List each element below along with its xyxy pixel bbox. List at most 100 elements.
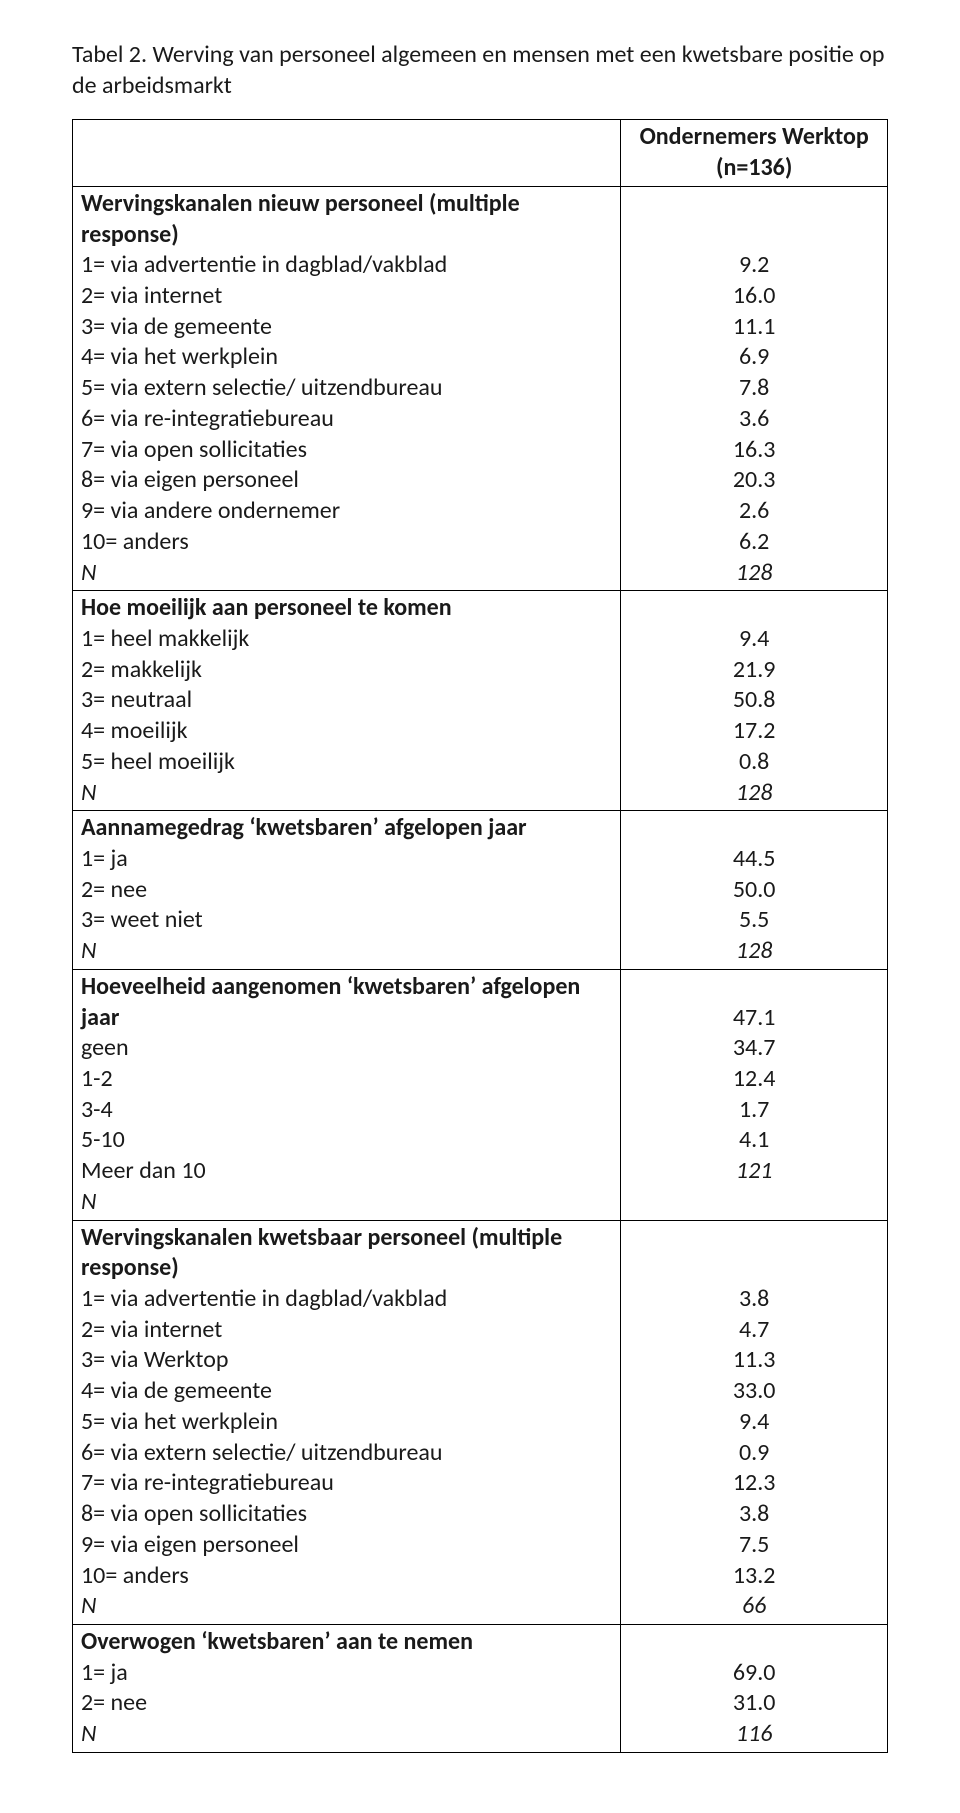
section-head: Wervingskanalen kwetsbaar personeel (mul… [81, 1223, 612, 1284]
row-value: 12.3 [629, 1468, 879, 1499]
row-value: 31.0 [629, 1688, 879, 1719]
row-label: 3= via de gemeente [81, 312, 612, 343]
row-label: 9= via eigen personeel [81, 1530, 612, 1561]
blank-line [629, 1627, 879, 1658]
section-left-cell: Hoe moeilijk aan personeel te komen1= he… [73, 591, 621, 811]
row-value: 21.9 [629, 655, 879, 686]
row-value: 16.3 [629, 435, 879, 466]
row-label: geen [81, 1033, 612, 1064]
table-header-row: Ondernemers Werktop (n=136) [73, 120, 888, 186]
row-label: 2= via internet [81, 1315, 612, 1346]
row-label: 10= anders [81, 527, 612, 558]
table-row: Hoe moeilijk aan personeel te komen1= he… [73, 591, 888, 811]
row-label: 9= via andere ondernemer [81, 496, 612, 527]
section-left-cell: Hoeveelheid aangenomen ‘kwetsbaren’ afge… [73, 969, 621, 1220]
row-label: N [81, 778, 612, 809]
blank-line [629, 813, 879, 844]
section-left-cell: Wervingskanalen kwetsbaar personeel (mul… [73, 1220, 621, 1624]
document-page: Tabel 2. Werving van personeel algemeen … [0, 0, 960, 1813]
table-row: Wervingskanalen nieuw personeel (multipl… [73, 186, 888, 590]
section-left-cell: Wervingskanalen nieuw personeel (multipl… [73, 186, 621, 590]
row-value: 13.2 [629, 1561, 879, 1592]
row-label: N [81, 936, 612, 967]
section-left-cell: Aannamegedrag ‘kwetsbaren’ afgelopen jaa… [73, 811, 621, 970]
table-row: Overwogen ‘kwetsbaren’ aan te nemen1= ja… [73, 1624, 888, 1752]
data-table: Ondernemers Werktop (n=136) Wervingskana… [72, 119, 888, 1752]
section-head: Aannamegedrag ‘kwetsbaren’ afgelopen jaa… [81, 813, 612, 844]
row-label: Meer dan 10 [81, 1156, 612, 1187]
row-value: 9.2 [629, 250, 879, 281]
row-value: 121 [629, 1156, 879, 1187]
row-value: 9.4 [629, 1407, 879, 1438]
row-value: 3.6 [629, 404, 879, 435]
section-right-cell: 9.421.950.817.20.8128 [621, 591, 888, 811]
row-label: 1= heel makkelijk [81, 624, 612, 655]
row-label: 3= via Werktop [81, 1345, 612, 1376]
row-label: 1= via advertentie in dagblad/vakblad [81, 1284, 612, 1315]
row-value: 6.2 [629, 527, 879, 558]
blank-line [629, 1223, 879, 1254]
blank-line [629, 220, 879, 251]
header-left-blank [73, 120, 621, 186]
row-label: 7= via re-integratiebureau [81, 1468, 612, 1499]
section-left-cell: Overwogen ‘kwetsbaren’ aan te nemen1= ja… [73, 1624, 621, 1752]
row-value: 0.9 [629, 1438, 879, 1469]
row-value: 17.2 [629, 716, 879, 747]
row-label: 4= moeilijk [81, 716, 612, 747]
section-right-cell: 44.550.05.5128 [621, 811, 888, 970]
table-row: Hoeveelheid aangenomen ‘kwetsbaren’ afge… [73, 969, 888, 1220]
blank-line [629, 972, 879, 1003]
row-value: 20.3 [629, 465, 879, 496]
row-label: 5= via extern selectie/ uitzendbureau [81, 373, 612, 404]
row-label: 5= heel moeilijk [81, 747, 612, 778]
table-row: Wervingskanalen kwetsbaar personeel (mul… [73, 1220, 888, 1624]
row-value: 9.4 [629, 624, 879, 655]
row-label: 7= via open sollicitaties [81, 435, 612, 466]
row-value: 3.8 [629, 1499, 879, 1530]
row-label: 8= via open sollicitaties [81, 1499, 612, 1530]
row-value: 7.5 [629, 1530, 879, 1561]
blank-line [629, 593, 879, 624]
section-head: Wervingskanalen nieuw personeel (multipl… [81, 189, 612, 250]
row-label: 2= nee [81, 1688, 612, 1719]
blank-line [629, 189, 879, 220]
row-value: 116 [629, 1719, 879, 1750]
section-head: Overwogen ‘kwetsbaren’ aan te nemen [81, 1627, 612, 1658]
row-label: 1-2 [81, 1064, 612, 1095]
row-value: 128 [629, 558, 879, 589]
row-label: 8= via eigen personeel [81, 465, 612, 496]
section-right-cell: 3.84.711.333.09.40.912.33.87.513.266 [621, 1220, 888, 1624]
row-value: 47.1 [629, 1003, 879, 1034]
row-label: 6= via extern selectie/ uitzendbureau [81, 1438, 612, 1469]
row-label: N [81, 1187, 612, 1218]
row-label: 2= makkelijk [81, 655, 612, 686]
row-value: 128 [629, 936, 879, 967]
row-label: N [81, 1591, 612, 1622]
row-label: 3= neutraal [81, 685, 612, 716]
row-label: 5= via het werkplein [81, 1407, 612, 1438]
row-value: 4.7 [629, 1315, 879, 1346]
row-value: 1.7 [629, 1095, 879, 1126]
table-title: Tabel 2. Werving van personeel algemeen … [72, 40, 888, 101]
row-label: 2= nee [81, 875, 612, 906]
section-head: Hoe moeilijk aan personeel te komen [81, 593, 612, 624]
row-value: 4.1 [629, 1125, 879, 1156]
row-label: N [81, 558, 612, 589]
row-label: 1= ja [81, 844, 612, 875]
section-right-cell: 9.216.011.16.97.83.616.320.32.66.2128 [621, 186, 888, 590]
row-value: 44.5 [629, 844, 879, 875]
row-value: 50.8 [629, 685, 879, 716]
row-value: 5.5 [629, 905, 879, 936]
row-label: 2= via internet [81, 281, 612, 312]
row-value: 0.8 [629, 747, 879, 778]
row-label: N [81, 1719, 612, 1750]
row-value: 6.9 [629, 342, 879, 373]
row-value: 11.1 [629, 312, 879, 343]
row-label: 1= via advertentie in dagblad/vakblad [81, 250, 612, 281]
row-value: 7.8 [629, 373, 879, 404]
header-right-label: Ondernemers Werktop (n=136) [621, 120, 888, 186]
row-value: 2.6 [629, 496, 879, 527]
row-label: 4= via de gemeente [81, 1376, 612, 1407]
row-value: 3.8 [629, 1284, 879, 1315]
section-head: Hoeveelheid aangenomen ‘kwetsbaren’ afge… [81, 972, 612, 1033]
